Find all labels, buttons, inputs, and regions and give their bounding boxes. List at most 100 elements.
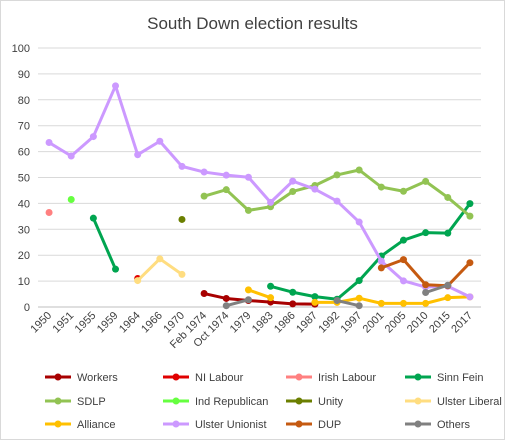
legend-item: Ind Republican (163, 396, 268, 408)
x-tick-label: 1979 (228, 310, 254, 336)
y-tick-label: 10 (18, 276, 30, 288)
data-point (422, 177, 430, 185)
y-tick-label: 30 (18, 224, 30, 236)
x-tick-label: 1964 (117, 310, 143, 336)
data-point (222, 294, 230, 302)
legend-swatch-marker (295, 373, 303, 381)
legend-item: Ulster Liberal (405, 396, 502, 408)
series-line (47, 84, 472, 299)
series-line (91, 216, 118, 271)
x-tick-label: 2001 (361, 310, 387, 336)
data-point (200, 168, 208, 176)
data-point (156, 255, 164, 263)
chart-title: South Down election results (147, 14, 358, 33)
y-tick-label: 100 (12, 43, 30, 55)
data-point (466, 259, 474, 267)
data-point (67, 152, 75, 160)
x-tick-label: 1983 (250, 310, 276, 336)
series-line (246, 288, 273, 300)
data-point (244, 286, 252, 294)
data-point (333, 171, 341, 179)
legend-swatch-marker (172, 420, 180, 428)
data-point (311, 185, 319, 193)
data-point (444, 294, 452, 302)
data-point (377, 264, 385, 272)
data-point (399, 236, 407, 244)
x-tick-label: 1987 (294, 310, 320, 336)
legend-swatch-marker (295, 420, 303, 428)
data-point (178, 215, 186, 223)
series-others (222, 281, 452, 310)
legend-swatch-marker (54, 373, 62, 381)
legend-label: DUP (318, 419, 341, 431)
data-point (333, 197, 341, 205)
data-point (267, 198, 275, 206)
data-point (112, 265, 120, 273)
x-tick-label: 1986 (272, 310, 298, 336)
data-point (200, 192, 208, 200)
legend-item: Workers (45, 372, 118, 384)
legend-label: Irish Labour (318, 372, 376, 384)
legend-label: Ulster Unionist (195, 419, 267, 431)
x-tick-label: 2017 (449, 310, 475, 336)
y-tick-label: 40 (18, 198, 30, 210)
data-point (355, 294, 363, 302)
data-point (134, 151, 142, 159)
legend: Workers NI Labour Irish Labour Sinn Fein SDL… (45, 372, 502, 431)
legend-swatch-marker (54, 397, 62, 405)
series-ind-republican (67, 196, 75, 204)
y-axis-ticks: 0 10 20 30 40 50 60 70 80 90 100 (12, 43, 30, 314)
legend-label: Ind Republican (195, 396, 268, 408)
legend-label: Ulster Liberal (437, 396, 502, 408)
data-point (89, 214, 97, 222)
series-unity (178, 215, 186, 223)
series-ulster-unionist (45, 82, 474, 301)
legend-swatch-marker (295, 397, 303, 405)
series-line (424, 283, 450, 294)
data-point (377, 257, 385, 265)
data-point (466, 212, 474, 220)
x-tick-label: 1951 (51, 310, 77, 336)
data-point (289, 177, 297, 185)
series-line (335, 299, 361, 308)
legend-swatch-marker (172, 397, 180, 405)
legend-swatch-marker (414, 420, 422, 428)
data-point (355, 277, 363, 285)
gridlines (38, 47, 481, 308)
legend-label: Unity (318, 396, 344, 408)
data-point (289, 187, 297, 195)
legend-item: SDLP (45, 396, 106, 408)
data-point (244, 206, 252, 214)
y-tick-label: 80 (18, 95, 30, 107)
y-tick-label: 0 (24, 302, 30, 314)
series-irish-labour (45, 208, 53, 216)
data-point (134, 277, 142, 285)
data-point (333, 297, 341, 305)
y-tick-label: 70 (18, 121, 30, 133)
data-point (244, 296, 252, 304)
data-point (289, 300, 297, 308)
legend-item: DUP (286, 419, 341, 431)
legend-label: Workers (77, 372, 118, 384)
legend-item: Sinn Fein (405, 372, 483, 384)
series-sdlp (200, 166, 474, 220)
y-tick-label: 60 (18, 147, 30, 159)
legend-label: Sinn Fein (437, 372, 483, 384)
legend-label: NI Labour (195, 372, 244, 384)
data-point (355, 302, 363, 310)
data-point (422, 299, 430, 307)
data-point (267, 282, 275, 290)
x-tick-label: 1992 (316, 310, 342, 336)
data-point (289, 288, 297, 296)
y-tick-label: 90 (18, 69, 30, 81)
x-tick-label: 1959 (95, 310, 121, 336)
data-point (444, 281, 452, 289)
x-tick-label: 1997 (338, 310, 364, 336)
data-point (466, 200, 474, 208)
x-tick-label: 2005 (383, 310, 409, 336)
data-point (178, 270, 186, 278)
legend-swatch-marker (414, 373, 422, 381)
series-lines (45, 82, 474, 310)
